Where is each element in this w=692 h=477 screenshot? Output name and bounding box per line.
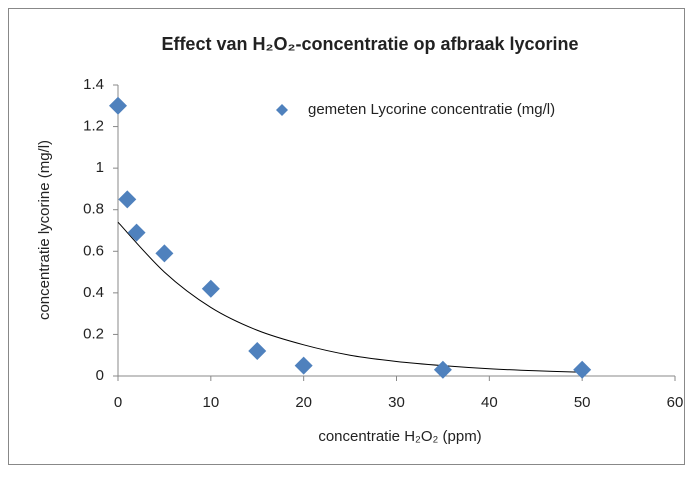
chart-border	[8, 8, 685, 465]
y-tick-label: 0.6	[83, 242, 104, 259]
data-point	[155, 244, 174, 263]
y-tick-label: 0.8	[83, 201, 104, 218]
x-tick-label: 0	[114, 394, 122, 411]
y-tick-label: 1.4	[83, 76, 104, 93]
data-point	[118, 190, 137, 209]
x-axis-label: concentratie H₂O₂ (ppm)	[318, 428, 481, 445]
y-tick-label: 1	[96, 159, 104, 176]
y-tick-label: 1.2	[83, 118, 104, 135]
chart-title: Effect van H₂O₂-concentratie op afbraak …	[161, 34, 578, 54]
data-point	[433, 360, 452, 379]
data-point	[248, 342, 267, 361]
x-tick-label: 20	[295, 394, 312, 411]
legend-marker	[276, 104, 288, 116]
data-point	[127, 223, 146, 242]
x-tick-label: 10	[202, 394, 219, 411]
y-axis-label: concentratie lycorine (mg/l)	[36, 140, 53, 320]
x-tick-label: 30	[388, 394, 405, 411]
data-point	[573, 360, 592, 379]
x-tick-label: 60	[667, 394, 684, 411]
y-tick-label: 0.4	[83, 284, 104, 301]
trendline	[117, 221, 583, 373]
data-point	[201, 279, 220, 298]
y-tick-label: 0	[96, 367, 104, 384]
x-tick-label: 50	[574, 394, 591, 411]
data-point	[109, 96, 127, 115]
y-tick-label: 0.2	[83, 325, 104, 342]
data-point	[294, 356, 313, 375]
x-tick-label: 40	[481, 394, 498, 411]
legend-label: gemeten Lycorine concentratie (mg/l)	[308, 101, 555, 118]
